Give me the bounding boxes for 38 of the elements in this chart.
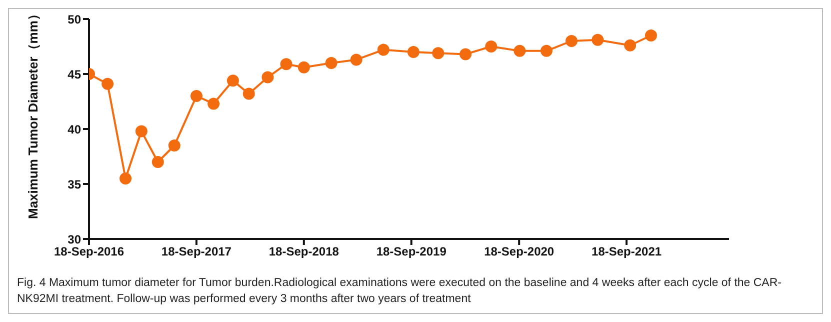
point — [102, 78, 114, 90]
point — [135, 125, 148, 138]
point — [262, 71, 274, 84]
caption: Fig. 4 Maximum tumor diameter for Tumor burden.Radiological examinations were executed on the baseline and 4 weeks after each cycle of the CAR-NK92MI treatment. Follow-up was performed every 3 months after two years of treatment — [17, 276, 782, 307]
point — [644, 30, 657, 42]
point — [540, 44, 552, 57]
x-tick-label: 18-Sep-2017 — [161, 244, 232, 259]
point — [460, 48, 472, 60]
point — [592, 34, 604, 46]
y-tick-label: 35 — [68, 177, 82, 192]
point — [514, 44, 526, 57]
x-tick-label: 18-Sep-2019 — [376, 244, 447, 259]
point — [152, 156, 164, 168]
point — [624, 39, 636, 52]
x-tick-label: 18-Sep-2018 — [268, 244, 340, 259]
y-tick-label: 30 — [68, 232, 82, 246]
point — [350, 54, 362, 66]
point — [280, 58, 292, 70]
x-tick-label: 18-Sep-2020 — [484, 244, 554, 259]
point — [485, 40, 498, 52]
x-tick-label: 18-Sep-2016 — [54, 244, 124, 259]
point — [298, 61, 310, 74]
point — [208, 98, 220, 110]
point — [325, 57, 338, 69]
point — [242, 88, 255, 100]
point — [377, 44, 390, 56]
y-tick-label: 50 — [68, 12, 82, 26]
x-tick-label: 18-Sep-2021 — [592, 244, 662, 259]
point — [407, 46, 420, 58]
y-tick-label: 40 — [68, 122, 82, 136]
point — [190, 90, 202, 102]
point — [168, 140, 180, 152]
point — [226, 74, 239, 87]
point — [566, 35, 578, 47]
point — [120, 172, 132, 184]
y-axis-title: Maximum Tumor Diameter（mm） — [26, 8, 41, 219]
y-tick-label: 45 — [68, 67, 82, 82]
point — [432, 47, 444, 60]
